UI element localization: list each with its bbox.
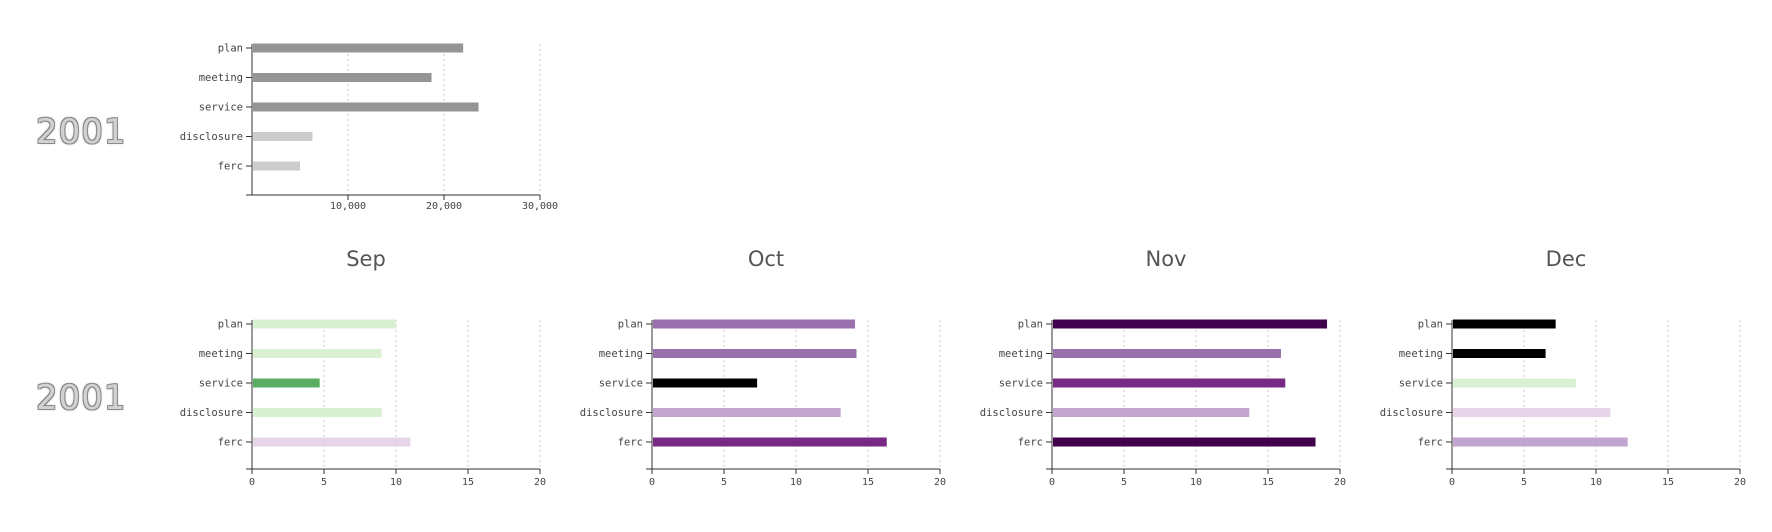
x-tick-label: 10 <box>790 477 802 488</box>
bar-meeting <box>1453 349 1546 358</box>
category-label: service <box>199 378 243 390</box>
bar-ferc <box>653 437 887 447</box>
bar-plan <box>653 319 856 329</box>
bar-disclosure <box>253 132 313 141</box>
x-tick-label: 20,000 <box>426 201 462 212</box>
category-label: plan <box>218 319 243 331</box>
bar-disclosure <box>1453 408 1611 417</box>
category-label: plan <box>218 43 243 55</box>
year-label: 2001 <box>36 112 127 152</box>
x-tick-label: 20 <box>1734 477 1746 488</box>
category-label: ferc <box>1418 437 1443 449</box>
bar-service <box>253 378 320 388</box>
bar-service <box>253 102 479 112</box>
x-tick-label: 30,000 <box>522 201 558 212</box>
category-label: plan <box>1018 319 1043 331</box>
bar-meeting <box>253 349 382 358</box>
panel-title-dec: Dec <box>1545 247 1587 271</box>
bar-service <box>1053 378 1286 388</box>
category-label: disclosure <box>580 407 643 419</box>
bar-ferc <box>1053 437 1316 447</box>
x-tick-label: 5 <box>1521 477 1527 488</box>
x-tick-label: 10 <box>1590 477 1602 488</box>
category-label: service <box>1399 378 1443 390</box>
x-tick-label: 0 <box>649 477 655 488</box>
category-label: ferc <box>618 437 643 449</box>
category-label: service <box>999 378 1043 390</box>
x-tick-label: 0 <box>1049 477 1055 488</box>
bar-service <box>653 378 758 388</box>
category-label: ferc <box>218 161 243 173</box>
category-label: meeting <box>599 348 643 360</box>
x-tick-label: 10,000 <box>330 201 366 212</box>
category-label: ferc <box>218 437 243 449</box>
x-tick-label: 20 <box>534 477 546 488</box>
x-tick-label: 20 <box>934 477 946 488</box>
bar-disclosure <box>1053 408 1250 417</box>
category-label: disclosure <box>980 407 1043 419</box>
x-tick-label: 10 <box>390 477 402 488</box>
bar-meeting <box>653 349 857 358</box>
bar-disclosure <box>653 408 841 417</box>
panel-title-sep: Sep <box>346 247 386 271</box>
category-label: ferc <box>1018 437 1043 449</box>
category-label: disclosure <box>180 407 243 419</box>
bar-service <box>1453 378 1576 388</box>
x-tick-label: 20 <box>1334 477 1346 488</box>
year-label: 2001 <box>36 378 127 418</box>
bar-disclosure <box>253 408 382 417</box>
x-tick-label: 5 <box>321 477 327 488</box>
x-tick-label: 15 <box>1662 477 1674 488</box>
bar-meeting <box>1053 349 1281 358</box>
category-label: service <box>599 378 643 390</box>
x-tick-label: 0 <box>249 477 255 488</box>
bar-ferc <box>253 437 411 447</box>
x-tick-label: 15 <box>862 477 874 488</box>
category-label: service <box>199 102 243 114</box>
category-label: disclosure <box>180 131 243 143</box>
x-tick-label: 5 <box>721 477 727 488</box>
category-label: plan <box>618 319 643 331</box>
panel-title-oct: Oct <box>747 247 785 271</box>
x-tick-label: 10 <box>1190 477 1202 488</box>
bar-plan <box>1453 319 1556 329</box>
category-label: meeting <box>1399 348 1443 360</box>
bar-ferc <box>1453 437 1628 447</box>
bar-plan <box>253 319 396 329</box>
bar-plan <box>1053 319 1328 329</box>
bar-meeting <box>253 73 432 82</box>
bar-ferc <box>253 161 300 171</box>
panel-title-nov: Nov <box>1145 247 1187 271</box>
category-label: disclosure <box>1380 407 1443 419</box>
x-tick-label: 15 <box>1262 477 1274 488</box>
x-tick-label: 5 <box>1121 477 1127 488</box>
x-tick-label: 15 <box>462 477 474 488</box>
category-label: meeting <box>999 348 1043 360</box>
category-label: meeting <box>199 348 243 360</box>
category-label: meeting <box>199 72 243 84</box>
bar-plan <box>253 43 464 53</box>
x-tick-label: 0 <box>1449 477 1455 488</box>
category-label: plan <box>1418 319 1443 331</box>
